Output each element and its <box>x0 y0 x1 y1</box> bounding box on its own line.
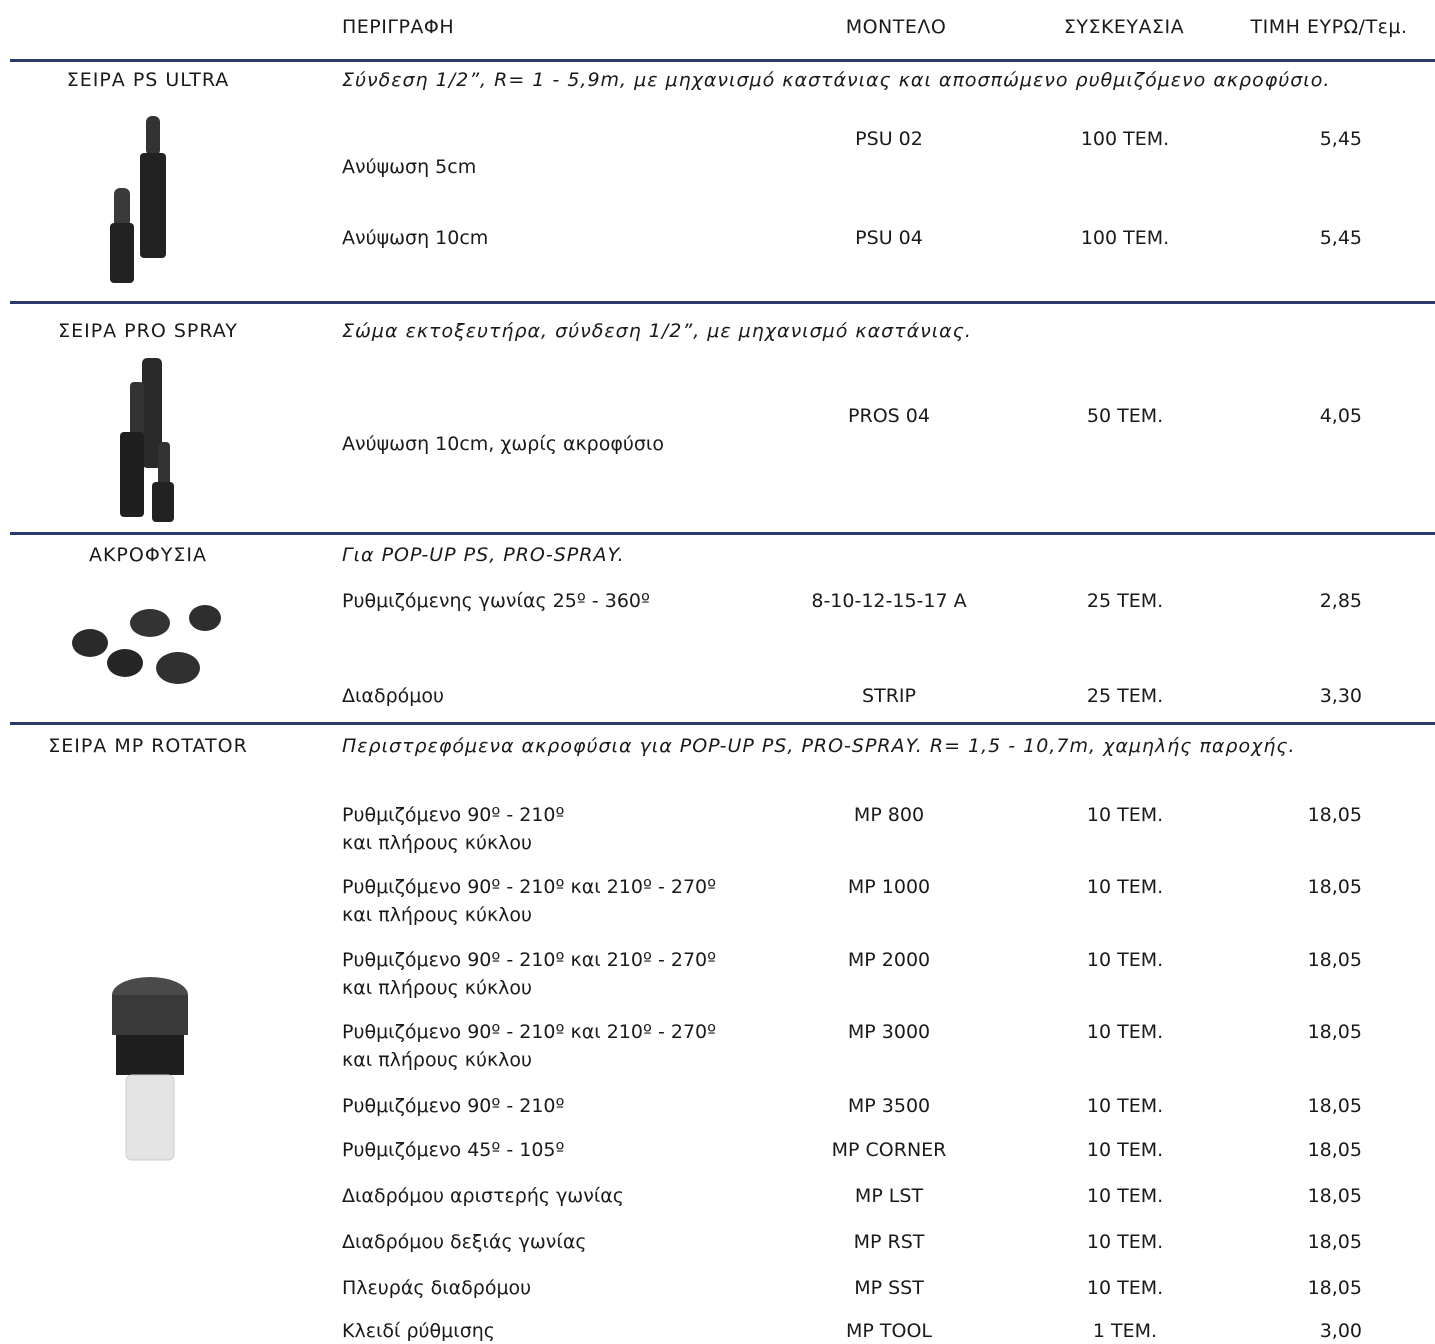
row-package: 10 ΤΕΜ. <box>1086 949 1164 971</box>
row-description: Κλειδί ρύθμισης <box>342 1320 495 1342</box>
row-model: MP 1000 <box>847 876 931 898</box>
row-model: MP LST <box>854 1185 924 1207</box>
row-package: 10 ΤΕΜ. <box>1086 1021 1164 1043</box>
divider <box>10 59 1435 62</box>
row-price: 18,05 <box>1307 1277 1362 1299</box>
divider <box>10 722 1435 725</box>
row-model: MP SST <box>854 1277 924 1299</box>
row-price: 18,05 <box>1307 1231 1362 1253</box>
row-model: STRIP <box>862 685 916 707</box>
row-model: 8-10-12-15-17 A <box>811 590 967 612</box>
row-model: PROS 04 <box>848 405 930 427</box>
row-description: Ρυθμιζόμενο 90º - 210º και 210º - 270º <box>342 949 717 971</box>
column-header: ΣΥΣΚΕΥΑΣΙΑ <box>1063 16 1185 38</box>
row-description: Διαδρόμου δεξιάς γωνίας <box>342 1231 587 1253</box>
product-image <box>120 358 174 522</box>
row-package: 10 ΤΕΜ. <box>1086 804 1164 826</box>
row-price: 18,05 <box>1307 1021 1362 1043</box>
row-price: 18,05 <box>1307 1095 1362 1117</box>
row-price: 18,05 <box>1307 1185 1362 1207</box>
row-model: PSU 02 <box>855 128 923 150</box>
row-description: Ανύψωση 5cm <box>342 156 477 178</box>
row-package: 10 ΤΕΜ. <box>1086 1231 1164 1253</box>
row-package: 10 ΤΕΜ. <box>1086 876 1164 898</box>
section-title: ΣΕΙΡΑ PRO SPRAY <box>58 320 238 342</box>
section-description: Για POP-UP PS, PRO-SPRAY. <box>342 544 625 566</box>
section-title: ΑΚΡΟΦΥΣΙΑ <box>88 544 208 566</box>
row-model: MP RST <box>853 1231 925 1253</box>
row-description: και πλήρους κύκλου <box>342 977 533 999</box>
row-package: 1 ΤΕΜ. <box>1092 1320 1158 1342</box>
row-package: 100 ΤΕΜ. <box>1080 227 1170 249</box>
row-package: 10 ΤΕΜ. <box>1086 1277 1164 1299</box>
section-title: ΣΕΙΡΑ PS ULTRA <box>66 69 230 91</box>
row-package: 10 ΤΕΜ. <box>1086 1095 1164 1117</box>
row-package: 10 ΤΕΜ. <box>1086 1139 1164 1161</box>
row-description: και πλήρους κύκλου <box>342 1049 533 1071</box>
row-model: MP TOOL <box>846 1320 932 1342</box>
row-price: 2,85 <box>1319 590 1362 612</box>
row-model: MP 3500 <box>847 1095 931 1117</box>
row-description: και πλήρους κύκλου <box>342 832 533 854</box>
row-description: Ρυθμιζόμενο 90º - 210º <box>342 1095 565 1117</box>
row-package: 25 ΤΕΜ. <box>1086 685 1164 707</box>
product-image <box>110 116 166 283</box>
divider <box>10 532 1435 535</box>
row-price: 18,05 <box>1307 949 1362 971</box>
row-price: 18,05 <box>1307 1139 1362 1161</box>
section-description: Σύνδεση 1/2”, R= 1 - 5,9m, με μηχανισμό … <box>342 69 1331 91</box>
row-price: 3,30 <box>1319 685 1362 707</box>
row-description: Ρυθμιζόμενο 45º - 105º <box>342 1139 565 1161</box>
row-package: 10 ΤΕΜ. <box>1086 1185 1164 1207</box>
row-description: και πλήρους κύκλου <box>342 904 533 926</box>
section-title: ΣΕΙΡΑ MP ROTATOR <box>48 735 248 757</box>
row-model: MP CORNER <box>831 1139 947 1161</box>
row-description: Διαδρόμου <box>342 685 444 707</box>
row-model: MP 2000 <box>847 949 931 971</box>
row-description: Πλευράς διαδρόμου <box>342 1277 532 1299</box>
row-package: 100 ΤΕΜ. <box>1080 128 1170 150</box>
product-image <box>112 977 188 1161</box>
section-description: Σώμα εκτοξευτήρα, σύνδεση 1/2”, με μηχαν… <box>342 320 972 342</box>
row-package: 25 ΤΕΜ. <box>1086 590 1164 612</box>
column-header: ΠΕΡΙΓΡΑΦΗ <box>342 16 455 38</box>
product-image <box>72 605 221 684</box>
row-price: 4,05 <box>1319 405 1362 427</box>
row-description: Ρυθμιζόμενο 90º - 210º και 210º - 270º <box>342 876 717 898</box>
row-model: PSU 04 <box>855 227 923 249</box>
divider <box>10 301 1435 304</box>
row-price: 18,05 <box>1307 804 1362 826</box>
column-header: ΜΟΝΤΕΛΟ <box>845 16 947 38</box>
section-description: Περιστρεφόμενα ακροφύσια για POP-UP PS, … <box>342 735 1296 757</box>
row-model: MP 800 <box>853 804 925 826</box>
row-model: MP 3000 <box>847 1021 931 1043</box>
row-package: 50 ΤΕΜ. <box>1086 405 1164 427</box>
row-price: 5,45 <box>1319 128 1362 150</box>
row-description: Ανύψωση 10cm, χωρίς ακροφύσιο <box>342 433 664 455</box>
column-header: ΤΙΜΗ ΕΥΡΩ/Τεμ. <box>1250 16 1408 38</box>
row-description: Ρυθμιζόμενο 90º - 210º <box>342 804 565 826</box>
row-price: 18,05 <box>1307 876 1362 898</box>
row-description: Διαδρόμου αριστερής γωνίας <box>342 1185 624 1207</box>
row-description: Ρυθμιζόμενης γωνίας 25º - 360º <box>342 590 650 612</box>
row-price: 5,45 <box>1319 227 1362 249</box>
row-price: 3,00 <box>1319 1320 1362 1342</box>
row-description: Ρυθμιζόμενο 90º - 210º και 210º - 270º <box>342 1021 717 1043</box>
row-description: Ανύψωση 10cm <box>342 227 489 249</box>
